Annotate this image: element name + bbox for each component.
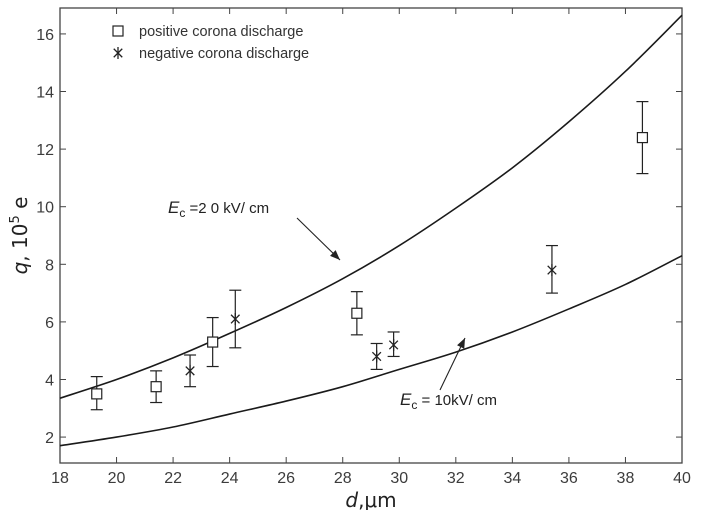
x-tick-label: 32 — [447, 470, 465, 487]
asterisk-marker — [547, 264, 557, 277]
x-tick-label: 28 — [334, 470, 352, 487]
legend-label: negative corona discharge — [139, 46, 309, 62]
curve-label-ec-10: Ec = 10kV/ cm — [400, 390, 497, 412]
axis-labels: d,μm q, 105 e — [8, 197, 397, 510]
x-tick-label: 18 — [51, 470, 69, 487]
y-tick-label: 12 — [36, 142, 54, 159]
square-marker — [207, 336, 219, 348]
y-tick-label: 6 — [45, 315, 54, 332]
negative-point — [387, 331, 400, 358]
x-tick-label: 22 — [164, 470, 182, 487]
y-tick-label: 2 — [45, 430, 54, 447]
asterisk-marker — [371, 350, 382, 363]
positive-point — [150, 370, 163, 404]
x-tick-label: 26 — [277, 470, 295, 487]
legend-square-icon — [112, 25, 124, 37]
annotation-arrow-head — [330, 250, 340, 260]
positive-point — [90, 376, 103, 411]
x-tick-label: 24 — [221, 470, 239, 487]
asterisk-marker — [388, 338, 399, 351]
square-marker — [91, 388, 103, 400]
x-tick-label: 34 — [503, 470, 521, 487]
y-tick-label: 4 — [45, 372, 54, 389]
positive-point — [350, 291, 363, 336]
legend-asterisk-icon — [113, 47, 123, 59]
x-tick-label: 20 — [108, 470, 126, 487]
y-tick-label: 8 — [45, 257, 54, 274]
negative-point — [184, 354, 197, 388]
positive-point — [206, 316, 219, 368]
asterisk-marker — [185, 364, 195, 377]
legend-label: positive corona discharge — [139, 24, 303, 40]
legend: positive corona discharge negative corona… — [112, 24, 309, 62]
annotation-arrow-head — [457, 338, 465, 349]
y-tick-label: 10 — [36, 200, 54, 217]
negative-point — [229, 289, 242, 349]
curve-ec-10 — [59, 254, 683, 447]
x-tick-label: 40 — [673, 470, 691, 487]
asterisk-marker — [230, 313, 241, 326]
square-marker — [351, 307, 363, 319]
curves-group — [59, 14, 683, 447]
y-tick-label: 16 — [36, 27, 54, 44]
x-tick-label: 36 — [560, 470, 578, 487]
negative-point — [545, 244, 558, 294]
plot-frame — [59, 7, 683, 464]
positive-point — [636, 100, 649, 175]
annotation-arrow-line — [296, 217, 341, 261]
curve-annotations: Ec =2 0 kV/ cm Ec = 10kV/ cm — [168, 198, 497, 412]
x-axis-label: d,μm — [345, 488, 396, 510]
x-tick-label: 30 — [390, 470, 408, 487]
y-axis-label: q, 105 e — [8, 197, 32, 275]
y-tick-label: 14 — [36, 85, 54, 102]
square-marker — [150, 381, 162, 393]
curve-label-ec-20: Ec =2 0 kV/ cm — [168, 198, 269, 220]
points-group — [90, 100, 649, 411]
x-tick-label: 38 — [617, 470, 635, 487]
square-marker — [636, 131, 649, 144]
curve-ec-20 — [59, 14, 683, 399]
negative-point — [370, 342, 383, 371]
